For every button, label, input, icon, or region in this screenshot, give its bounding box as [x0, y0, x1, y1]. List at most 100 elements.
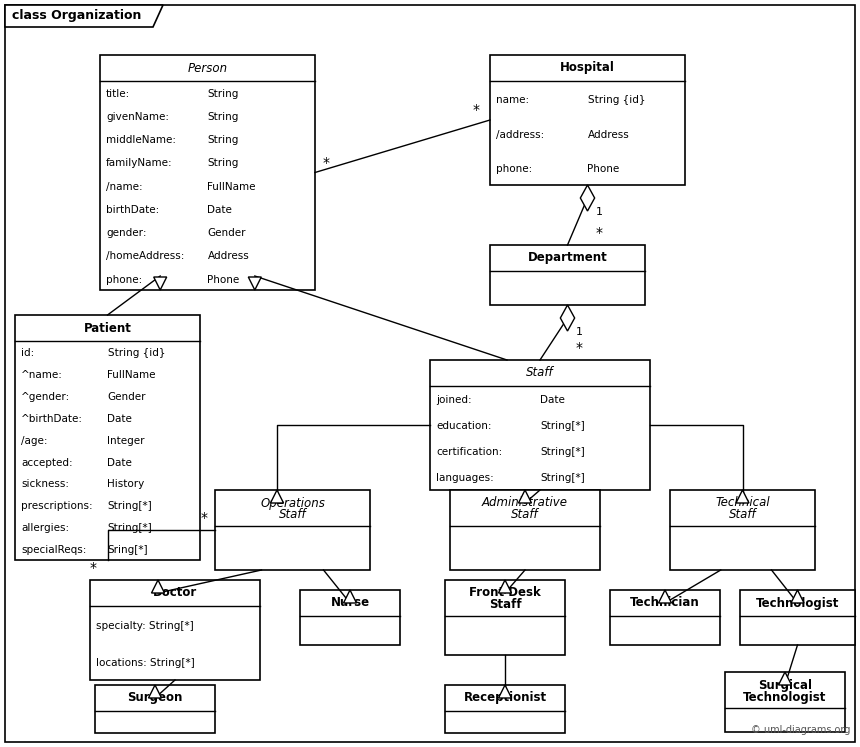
Text: 1: 1	[575, 327, 582, 337]
Text: String {id}: String {id}	[587, 95, 645, 105]
Text: Person: Person	[187, 61, 228, 75]
Text: FullName: FullName	[108, 370, 156, 380]
Text: Hospital: Hospital	[560, 61, 615, 75]
Text: *: *	[595, 226, 603, 240]
Text: *: *	[89, 561, 96, 575]
Text: String[*]: String[*]	[540, 474, 585, 483]
Text: prescriptions:: prescriptions:	[21, 501, 93, 512]
Text: Patient: Patient	[83, 321, 132, 335]
Text: gender:: gender:	[106, 228, 146, 238]
Polygon shape	[499, 685, 512, 698]
Polygon shape	[736, 490, 749, 503]
Text: String: String	[207, 89, 239, 99]
Text: Operations: Operations	[260, 497, 325, 509]
Bar	[445, 685, 565, 733]
Text: Technologist: Technologist	[756, 597, 839, 610]
Polygon shape	[778, 672, 791, 685]
Bar	[725, 672, 845, 732]
Polygon shape	[154, 277, 167, 290]
Text: Date: Date	[540, 395, 565, 406]
Text: Staff: Staff	[526, 367, 554, 379]
Text: sickness:: sickness:	[21, 480, 69, 489]
Text: Phone: Phone	[207, 275, 240, 285]
Text: allergies:: allergies:	[21, 523, 69, 533]
Text: title:: title:	[106, 89, 130, 99]
Bar	[300, 590, 400, 645]
Text: Sring[*]: Sring[*]	[108, 545, 148, 555]
Text: specialReqs:: specialReqs:	[21, 545, 86, 555]
Bar	[430, 360, 650, 490]
Text: Staff: Staff	[728, 509, 756, 521]
Text: Staff: Staff	[279, 509, 306, 521]
Text: Gender: Gender	[207, 228, 246, 238]
Text: String: String	[207, 112, 239, 122]
Polygon shape	[499, 580, 512, 593]
Text: Technician: Technician	[630, 597, 700, 610]
Text: *: *	[201, 511, 208, 525]
Text: familyName:: familyName:	[106, 158, 173, 168]
Text: accepted:: accepted:	[21, 458, 72, 468]
Polygon shape	[151, 580, 164, 593]
Text: /name:: /name:	[106, 182, 143, 192]
Text: String {id}: String {id}	[108, 348, 165, 358]
Text: ^name:: ^name:	[21, 370, 63, 380]
Bar	[490, 245, 645, 305]
Text: *: *	[473, 103, 480, 117]
Polygon shape	[580, 185, 594, 211]
Text: History: History	[108, 480, 144, 489]
Text: © uml-diagrams.org: © uml-diagrams.org	[751, 725, 850, 735]
Text: specialty: String[*]: specialty: String[*]	[96, 622, 194, 631]
Text: Doctor: Doctor	[153, 586, 197, 600]
Text: ^gender:: ^gender:	[21, 392, 71, 402]
Bar	[100, 55, 315, 290]
Text: String[*]: String[*]	[540, 421, 585, 431]
Bar	[670, 490, 815, 570]
Bar	[215, 490, 370, 570]
Bar	[15, 315, 200, 560]
Polygon shape	[343, 590, 357, 603]
Text: Phone: Phone	[587, 164, 620, 174]
Text: String: String	[207, 135, 239, 145]
Text: Technologist: Technologist	[743, 690, 826, 704]
Text: Front Desk: Front Desk	[469, 586, 541, 600]
Text: /age:: /age:	[21, 436, 47, 446]
Text: Date: Date	[108, 458, 132, 468]
Text: FullName: FullName	[207, 182, 256, 192]
Text: class Organization: class Organization	[12, 10, 141, 22]
Polygon shape	[149, 685, 162, 698]
Text: certification:: certification:	[436, 447, 502, 457]
Text: Technical: Technical	[716, 497, 770, 509]
Polygon shape	[659, 590, 672, 603]
Bar	[610, 590, 720, 645]
Text: Date: Date	[108, 414, 132, 424]
Text: Department: Department	[528, 252, 607, 264]
Text: Address: Address	[587, 130, 630, 140]
Text: Nurse: Nurse	[330, 597, 370, 610]
Text: Administrative: Administrative	[482, 497, 568, 509]
Text: 1: 1	[595, 207, 603, 217]
Text: /homeAddress:: /homeAddress:	[106, 251, 184, 261]
Text: String[*]: String[*]	[108, 523, 152, 533]
Text: joined:: joined:	[436, 395, 471, 406]
Text: Staff: Staff	[488, 598, 521, 612]
Text: birthDate:: birthDate:	[106, 205, 159, 215]
Bar	[95, 685, 215, 733]
Text: id:: id:	[21, 348, 34, 358]
Bar	[90, 580, 260, 680]
Polygon shape	[519, 490, 531, 503]
Text: languages:: languages:	[436, 474, 494, 483]
Polygon shape	[791, 590, 804, 603]
Polygon shape	[249, 277, 261, 290]
Text: String[*]: String[*]	[540, 447, 585, 457]
Text: Staff: Staff	[511, 509, 539, 521]
Text: phone:: phone:	[106, 275, 142, 285]
Polygon shape	[271, 490, 284, 503]
Text: givenName:: givenName:	[106, 112, 169, 122]
Text: Receptionist: Receptionist	[464, 692, 547, 704]
Text: name:: name:	[496, 95, 529, 105]
Text: Address: Address	[207, 251, 249, 261]
Polygon shape	[5, 5, 163, 27]
Text: Integer: Integer	[108, 436, 145, 446]
Text: Surgical: Surgical	[758, 678, 812, 692]
Text: String: String	[207, 158, 239, 168]
